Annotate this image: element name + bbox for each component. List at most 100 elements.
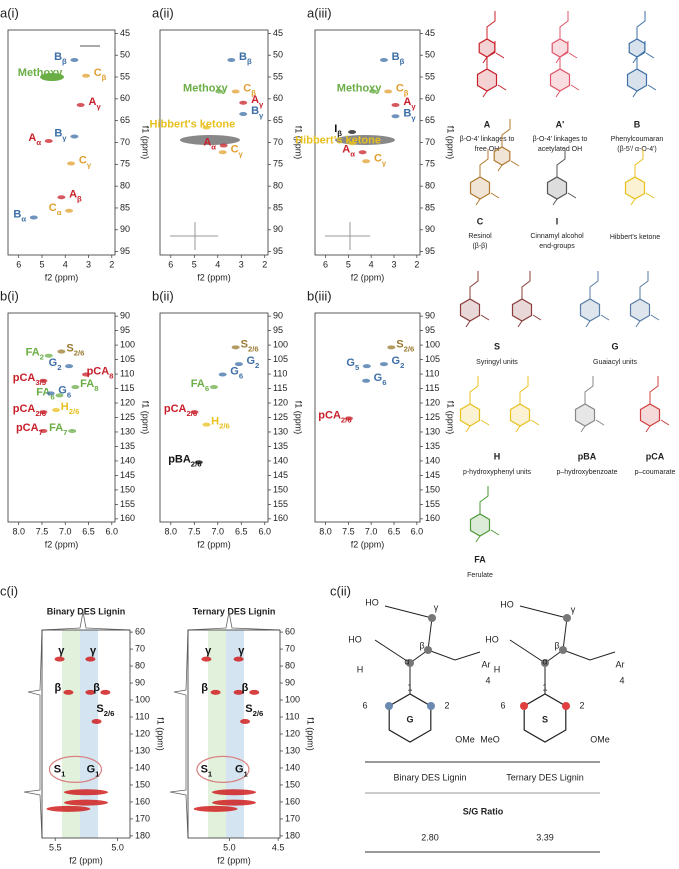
atom-label: β <box>554 640 559 650</box>
ring <box>626 68 648 92</box>
y-tick-label: 95 <box>273 325 283 335</box>
atom-label: MeO <box>480 734 500 744</box>
unit-letter: G <box>611 341 618 351</box>
peak-label: Aα <box>342 143 355 158</box>
y-tick-label: 75 <box>425 159 435 169</box>
peak-sub: β <box>400 57 405 66</box>
peak-label: FA6 <box>191 378 209 393</box>
structure-caption: Hibbert's ketone <box>610 234 660 241</box>
cross-peak <box>190 410 199 415</box>
peak-sub: 1 <box>95 769 100 778</box>
peak-label: Methoxy <box>18 67 64 79</box>
unit-caption: Guaiacyl units <box>593 359 637 366</box>
atom-label: β <box>419 640 424 650</box>
cross-peak <box>82 372 91 377</box>
peak-main: C <box>231 143 239 155</box>
y-tick-label: 100 <box>135 694 150 704</box>
x-tick-label: 4 <box>215 259 220 269</box>
panel-label: b(i) <box>0 288 19 303</box>
peak-label: β <box>93 682 100 694</box>
peak-main: pCA <box>16 422 39 434</box>
peak-label: pCA8 <box>87 365 115 380</box>
peak-sub: β <box>337 129 342 138</box>
peak-main: pCA <box>164 403 187 415</box>
y-tick-label: 115 <box>425 383 439 393</box>
cross-peak <box>233 689 244 695</box>
x-tick-label: 5 <box>346 259 351 269</box>
y-tick-label: 100 <box>425 339 440 349</box>
x-tick-label: 4.5 <box>272 842 285 852</box>
atom-label: 2 <box>579 700 584 710</box>
peak-main: pCA <box>318 409 341 421</box>
peak-label: FA2 <box>26 347 44 362</box>
peak-main: FA <box>49 422 63 434</box>
y-tick-label: 130 <box>135 745 150 755</box>
cross-peak <box>391 103 400 107</box>
y-tick-label: 130 <box>273 426 288 436</box>
structure-caption: (β-5'/ α-O-4') <box>617 146 657 153</box>
peak-sub: 6 <box>239 371 243 380</box>
x-axis-label: f2 (ppm) <box>351 539 385 549</box>
structure-letter: A <box>484 119 491 129</box>
highlight-circle <box>48 755 103 783</box>
peak-sub: 2 <box>400 361 404 370</box>
y-tick-label: 55 <box>425 71 435 81</box>
y-tick-label: 120 <box>135 728 150 738</box>
y-tick-label: 80 <box>425 181 435 191</box>
peak-sub: 2/6 <box>35 409 46 418</box>
atom-label: 6 <box>500 700 505 710</box>
peak-sub: α <box>57 207 62 216</box>
y-tick-label: 120 <box>425 397 440 407</box>
y-axis-label: f1 (ppm) <box>294 126 304 160</box>
y-tick-label: 50 <box>425 50 435 60</box>
cross-peak <box>240 719 251 725</box>
y-tick-label: 80 <box>273 181 283 191</box>
y-tick-label: 60 <box>273 93 283 103</box>
cross-peak <box>64 789 108 796</box>
cross-peak <box>379 58 388 62</box>
ring <box>546 176 568 200</box>
x-axis-label: f2 (ppm) <box>351 272 385 282</box>
atom-label: H <box>494 664 501 674</box>
ring <box>628 38 646 58</box>
y-tick-label: 55 <box>273 71 283 81</box>
structure-caption: β-O-4' linkages to <box>460 136 515 143</box>
cross-peak <box>227 58 236 62</box>
peak-label: G6 <box>230 365 243 380</box>
peak-main: A <box>69 188 77 200</box>
peak-label: G1 <box>235 763 249 778</box>
atom <box>385 702 393 710</box>
unit-letter: H <box>494 451 501 461</box>
y-tick-label: 160 <box>135 796 150 806</box>
y-tick-label: 100 <box>120 339 135 349</box>
cross-peak <box>55 393 64 398</box>
peak-sub: 3/5 <box>35 377 46 386</box>
x-tick-label: 6.5 <box>82 526 95 536</box>
cross-peak <box>239 100 248 105</box>
atom-label: 4 <box>485 675 490 685</box>
y-tick-label: 125 <box>425 412 440 422</box>
y-tick-label: 110 <box>273 368 287 378</box>
ring <box>478 38 496 58</box>
peak-sub: β <box>62 57 67 66</box>
cross-peak <box>212 799 256 806</box>
y-tick-label: 70 <box>120 137 130 147</box>
panel-label: a(ii) <box>152 5 174 20</box>
x-tick-label: 3 <box>86 259 91 269</box>
peak-label: S2/6 <box>96 703 114 718</box>
peak-label: G6 <box>374 372 387 387</box>
peak-main: I <box>334 123 337 135</box>
cross-peak <box>46 391 55 396</box>
cross-peak <box>82 73 91 78</box>
y-tick-label: 70 <box>273 137 283 147</box>
peak-label: Bγ <box>403 107 416 122</box>
cross-peak <box>50 73 59 78</box>
y-tick-label: 140 <box>285 762 300 772</box>
structure-caption: Resinol <box>468 233 492 240</box>
y-tick-label: 155 <box>273 499 288 509</box>
cross-peak <box>233 656 244 662</box>
peak-main: S <box>241 338 248 350</box>
cross-peak <box>67 161 76 166</box>
peak-sub: 2/6 <box>219 421 230 430</box>
peak-main: B <box>13 208 21 220</box>
